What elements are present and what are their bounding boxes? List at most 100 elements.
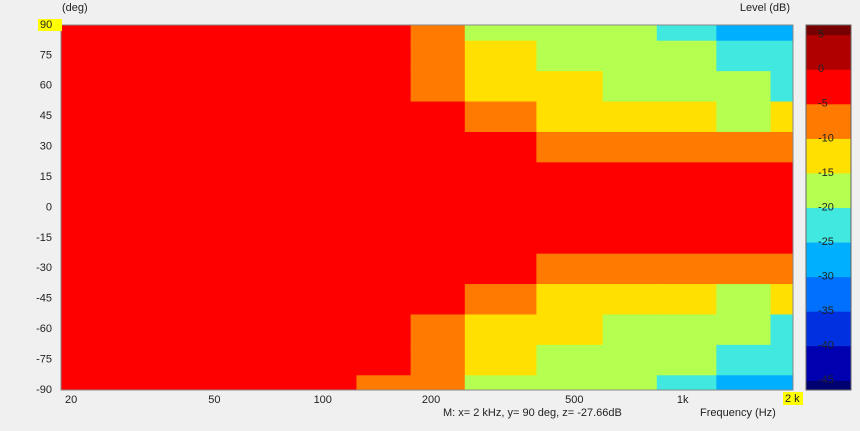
- cell: [536, 374, 604, 391]
- colorbar-tick-label: -25: [818, 236, 834, 248]
- cell: [144, 25, 272, 41]
- cell: [410, 344, 466, 376]
- cell: [144, 374, 272, 391]
- cell: [716, 374, 772, 391]
- cell: [464, 192, 537, 224]
- cell: [410, 283, 466, 315]
- cell: [536, 222, 604, 254]
- cell: [602, 374, 658, 391]
- cursor-y-box: [38, 19, 62, 31]
- y-tick-label: 75: [40, 49, 52, 61]
- cell: [61, 313, 146, 345]
- cell: [270, 70, 357, 102]
- cell: [61, 40, 146, 72]
- cell: [270, 222, 357, 254]
- cell: [356, 40, 412, 72]
- cell: [270, 40, 357, 72]
- x-label: Frequency (Hz): [700, 407, 776, 419]
- y-tick-label: -15: [36, 232, 52, 244]
- cell: [770, 222, 794, 254]
- cell: [656, 283, 717, 315]
- status: M: x= 2 kHz, y= 90 deg, z= -27.66dB: [443, 407, 622, 419]
- cell: [602, 25, 658, 41]
- cell: [536, 70, 604, 102]
- colorbar-band: [806, 103, 851, 139]
- cell: [464, 25, 537, 41]
- colorbar-tick-label: -40: [818, 340, 834, 352]
- cell: [770, 101, 794, 132]
- cell: [464, 70, 537, 102]
- cell: [656, 313, 717, 345]
- cell: [536, 25, 604, 41]
- colorbar-band: [806, 345, 851, 381]
- cell: [716, 40, 772, 72]
- cell: [464, 313, 537, 345]
- cell: [356, 131, 412, 163]
- cell: [656, 161, 717, 193]
- cell: [410, 374, 466, 391]
- cell: [410, 222, 466, 254]
- colorbar-tick-label: -10: [818, 132, 834, 144]
- cell: [536, 344, 604, 376]
- y-unit: (deg): [62, 2, 88, 14]
- cell: [770, 40, 794, 72]
- cell: [464, 101, 537, 132]
- cell: [656, 70, 717, 102]
- cell: [356, 70, 412, 102]
- cell: [356, 253, 412, 285]
- cell: [536, 161, 604, 193]
- cell: [356, 161, 412, 193]
- cell: [602, 192, 658, 224]
- cell: [464, 253, 537, 285]
- colorbar-band: [806, 311, 851, 347]
- colorbar-band: [806, 207, 851, 243]
- cell: [270, 131, 357, 163]
- cell: [270, 283, 357, 315]
- cell: [410, 40, 466, 72]
- cell: [61, 283, 146, 315]
- cursor-x-label: 2 k: [785, 393, 800, 405]
- cell: [61, 101, 146, 132]
- y-tick-label: 15: [40, 171, 52, 183]
- cell: [656, 40, 717, 72]
- cell: [410, 101, 466, 132]
- cell: [602, 313, 658, 345]
- cell: [656, 131, 717, 163]
- colorbar-band: [806, 25, 851, 36]
- cell: [144, 192, 272, 224]
- y-tick-label: -30: [36, 262, 52, 274]
- y-tick-label: -60: [36, 323, 52, 335]
- cell: [770, 283, 794, 315]
- cell: [410, 161, 466, 193]
- cell: [716, 192, 772, 224]
- cell: [602, 253, 658, 285]
- colorbar-tick-label: -20: [818, 201, 834, 213]
- cell: [270, 161, 357, 193]
- cell: [656, 374, 717, 391]
- cell: [61, 222, 146, 254]
- cell: [356, 192, 412, 224]
- y-tick-label: 0: [46, 201, 52, 213]
- cell: [356, 222, 412, 254]
- colorbar-tick-label: -5: [818, 98, 828, 110]
- cell: [61, 192, 146, 224]
- cell: [536, 40, 604, 72]
- cell: [716, 222, 772, 254]
- colorbar-tick-label: -15: [818, 167, 834, 179]
- cell: [716, 313, 772, 345]
- cell: [61, 344, 146, 376]
- cell: [61, 131, 146, 163]
- colorbar-band: [806, 380, 851, 391]
- cell: [536, 131, 604, 163]
- x-tick-label: 1k: [677, 394, 689, 406]
- y-tick-label: -75: [36, 353, 52, 365]
- colorbar-band: [806, 138, 851, 174]
- colorbar-frame: [805, 24, 852, 391]
- cell: [410, 253, 466, 285]
- cell: [770, 313, 794, 345]
- cell: [716, 161, 772, 193]
- x-tick-label: 500: [565, 394, 583, 406]
- cell: [270, 374, 357, 391]
- colorbar-label: Level (dB): [740, 2, 790, 14]
